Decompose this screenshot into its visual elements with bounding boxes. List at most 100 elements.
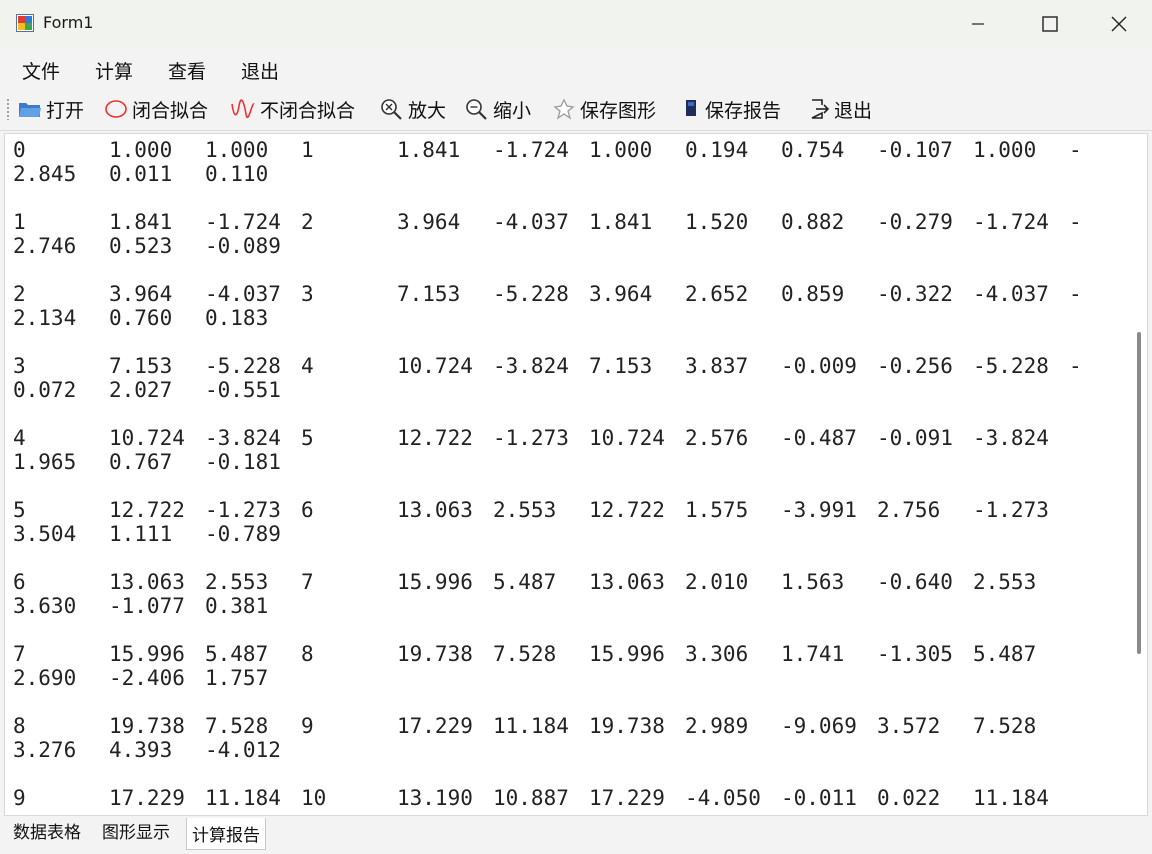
report-cell: 11.184 (205, 786, 281, 810)
report-cell: -0.487 (781, 426, 857, 450)
minimize-button[interactable] (942, 0, 1014, 48)
report-cell: 2.134 (13, 306, 76, 330)
report-text-area[interactable]: 0 1.000 1.000 1 1.841 -1.724 1.000 0.194 0.754 -0… (4, 133, 1148, 816)
exit-button[interactable]: 退出 (808, 94, 872, 124)
close-button[interactable] (1086, 0, 1152, 48)
report-cell: -1.305 (877, 642, 953, 666)
report-cell: 4 (301, 354, 314, 378)
report-cell: 15.996 (589, 642, 665, 666)
menu-compute[interactable]: 计算 (95, 57, 133, 84)
report-cell: 0.767 (109, 450, 172, 474)
report-cell: 2.845 (13, 162, 76, 186)
report-cell: 1.000 (109, 138, 172, 162)
closed-fit-label: 闭合拟合 (132, 96, 208, 123)
zoom-in-icon (380, 98, 404, 120)
menu-file[interactable]: 文件 (22, 57, 60, 84)
report-cell: - (1069, 354, 1082, 378)
save-report-icon (683, 98, 701, 120)
save-figure-button[interactable]: 保存图形 (552, 94, 656, 124)
tab-calc-report[interactable]: 计算报告 (186, 818, 266, 850)
report-cell: -5.228 (973, 354, 1049, 378)
report-cell: 3.630 (13, 594, 76, 618)
report-cell: -3.824 (493, 354, 569, 378)
report-cell: 17.229 (397, 714, 473, 738)
zoom-in-button[interactable]: 放大 (380, 94, 446, 124)
report-cell: 13.063 (589, 570, 665, 594)
report-cell: -5.228 (493, 282, 569, 306)
report-cell: 0.381 (205, 594, 268, 618)
report-cell: 19.738 (589, 714, 665, 738)
report-cell: -1.724 (973, 210, 1049, 234)
report-cell: 9 (301, 714, 314, 738)
report-cell: 10.724 (109, 426, 185, 450)
report-cell: 10.724 (397, 354, 473, 378)
report-cell: 1.563 (781, 570, 844, 594)
toolbar: 打开 闭合拟合 不闭合拟合 放大 缩小 保存图形 (0, 90, 1152, 131)
save-report-button[interactable]: 保存报告 (683, 94, 781, 124)
report-cell: 5 (301, 426, 314, 450)
report-cell: 7 (13, 642, 26, 666)
report-cell: 1.000 (589, 138, 652, 162)
report-cell: 2.746 (13, 234, 76, 258)
report-cell: 1.000 (973, 138, 1036, 162)
report-cell: 0.859 (781, 282, 844, 306)
open-fit-label: 不闭合拟合 (260, 96, 355, 123)
report-cell: 1 (301, 138, 314, 162)
report-cell: 2.553 (493, 498, 556, 522)
report-cell: 7.528 (205, 714, 268, 738)
report-cell: -3.991 (781, 498, 857, 522)
report-cell: 0.523 (109, 234, 172, 258)
report-cell: 1.520 (685, 210, 748, 234)
zoom-out-button[interactable]: 缩小 (465, 94, 531, 124)
toolbar-grip[interactable] (6, 98, 10, 120)
report-cell: 1.841 (397, 138, 460, 162)
report-cell: -1.724 (493, 138, 569, 162)
folder-icon (18, 99, 42, 119)
report-cell: 1.757 (205, 666, 268, 690)
report-cell: 4.393 (109, 738, 172, 762)
report-cell: 3.276 (13, 738, 76, 762)
report-cell: -0.551 (205, 378, 281, 402)
title-bar: Form1 (0, 0, 1152, 49)
maximize-button[interactable] (1014, 0, 1086, 48)
report-cell: -1.724 (205, 210, 281, 234)
report-cell: -0.789 (205, 522, 281, 546)
report-cell: 5.487 (973, 642, 1036, 666)
closed-fit-button[interactable]: 闭合拟合 (104, 94, 208, 124)
report-cell: 19.738 (397, 642, 473, 666)
report-cell: -0.181 (205, 450, 281, 474)
scrollbar-thumb[interactable] (1137, 332, 1141, 654)
report-cell: 8 (301, 642, 314, 666)
report-cell: 1.841 (109, 210, 172, 234)
zoom-in-label: 放大 (408, 96, 446, 123)
report-cell: 1.841 (589, 210, 652, 234)
save-figure-label: 保存图形 (580, 96, 656, 123)
report-cell: 2.756 (877, 498, 940, 522)
report-cell: 2.027 (109, 378, 172, 402)
report-cell: -1.273 (973, 498, 1049, 522)
open-button[interactable]: 打开 (18, 94, 84, 124)
report-cell: 6 (13, 570, 26, 594)
report-cell: 2.690 (13, 666, 76, 690)
report-cell: 10.887 (493, 786, 569, 810)
tab-bar: 数据表格 图形显示 计算报告 (0, 816, 1152, 852)
report-cell: -0.279 (877, 210, 953, 234)
menu-view[interactable]: 查看 (168, 57, 206, 84)
tab-data-table[interactable]: 数据表格 (8, 820, 86, 848)
zoom-out-icon (465, 98, 489, 120)
report-cell: 2 (301, 210, 314, 234)
report-cell: 0.194 (685, 138, 748, 162)
report-cell: -0.011 (781, 786, 857, 810)
report-cell: - (1069, 282, 1082, 306)
open-fit-button[interactable]: 不闭合拟合 (230, 94, 355, 124)
report-cell: 5.487 (205, 642, 268, 666)
report-cell: -1.273 (205, 498, 281, 522)
report-cell: 3.306 (685, 642, 748, 666)
report-cell: 4 (13, 426, 26, 450)
vertical-scrollbar[interactable] (1131, 134, 1147, 815)
menu-exit[interactable]: 退出 (241, 57, 279, 84)
tab-graph-display[interactable]: 图形显示 (97, 820, 175, 848)
menu-bar: 文件 计算 查看 退出 (0, 48, 1152, 90)
report-cell: 0.110 (205, 162, 268, 186)
report-cell: 2.553 (973, 570, 1036, 594)
